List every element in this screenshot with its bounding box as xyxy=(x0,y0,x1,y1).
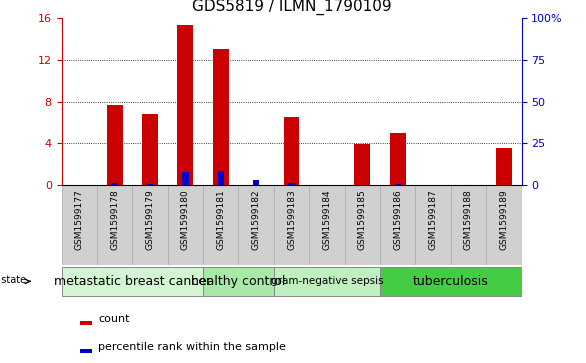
FancyBboxPatch shape xyxy=(97,185,132,265)
Bar xyxy=(111,183,118,185)
Bar xyxy=(213,49,229,185)
Text: GSM1599184: GSM1599184 xyxy=(322,189,332,250)
FancyBboxPatch shape xyxy=(309,185,345,265)
Text: GSM1599179: GSM1599179 xyxy=(145,189,155,250)
Text: count: count xyxy=(98,314,130,323)
FancyBboxPatch shape xyxy=(132,185,168,265)
FancyBboxPatch shape xyxy=(203,185,239,265)
Text: GSM1599180: GSM1599180 xyxy=(181,189,190,250)
Text: tuberculosis: tuberculosis xyxy=(413,275,489,288)
Bar xyxy=(390,133,406,185)
Text: GSM1599178: GSM1599178 xyxy=(110,189,119,250)
Bar xyxy=(496,147,512,185)
Text: GSM1599183: GSM1599183 xyxy=(287,189,296,250)
Bar xyxy=(288,183,295,185)
Text: GSM1599177: GSM1599177 xyxy=(75,189,84,250)
Bar xyxy=(80,349,91,353)
FancyBboxPatch shape xyxy=(239,185,274,265)
Bar xyxy=(284,117,299,185)
Title: GDS5819 / ILMN_1790109: GDS5819 / ILMN_1790109 xyxy=(192,0,391,15)
Text: gram-negative sepsis: gram-negative sepsis xyxy=(271,276,383,286)
Bar xyxy=(253,180,260,185)
Text: metastatic breast cancer: metastatic breast cancer xyxy=(54,275,211,288)
FancyBboxPatch shape xyxy=(62,266,203,296)
Bar xyxy=(217,171,224,185)
Text: healthy control: healthy control xyxy=(191,275,285,288)
FancyBboxPatch shape xyxy=(380,266,522,296)
Bar xyxy=(107,105,122,185)
Bar xyxy=(80,321,91,325)
FancyBboxPatch shape xyxy=(203,266,274,296)
FancyBboxPatch shape xyxy=(274,185,309,265)
Text: GSM1599181: GSM1599181 xyxy=(216,189,225,250)
FancyBboxPatch shape xyxy=(168,185,203,265)
Bar xyxy=(142,114,158,185)
FancyBboxPatch shape xyxy=(451,185,486,265)
Text: disease state: disease state xyxy=(0,275,26,285)
Text: GSM1599189: GSM1599189 xyxy=(499,189,508,250)
FancyBboxPatch shape xyxy=(380,185,415,265)
Bar xyxy=(394,184,401,185)
Text: GSM1599182: GSM1599182 xyxy=(251,189,261,250)
Text: GSM1599186: GSM1599186 xyxy=(393,189,402,250)
FancyBboxPatch shape xyxy=(62,185,97,265)
Bar xyxy=(178,25,193,185)
FancyBboxPatch shape xyxy=(345,185,380,265)
Bar xyxy=(355,144,370,185)
Text: GSM1599188: GSM1599188 xyxy=(464,189,473,250)
Bar xyxy=(147,184,153,185)
FancyBboxPatch shape xyxy=(274,266,380,296)
Text: GSM1599185: GSM1599185 xyxy=(358,189,367,250)
FancyBboxPatch shape xyxy=(415,185,451,265)
Bar xyxy=(182,172,189,185)
Text: GSM1599187: GSM1599187 xyxy=(428,189,438,250)
Text: percentile rank within the sample: percentile rank within the sample xyxy=(98,342,286,352)
FancyBboxPatch shape xyxy=(486,185,522,265)
